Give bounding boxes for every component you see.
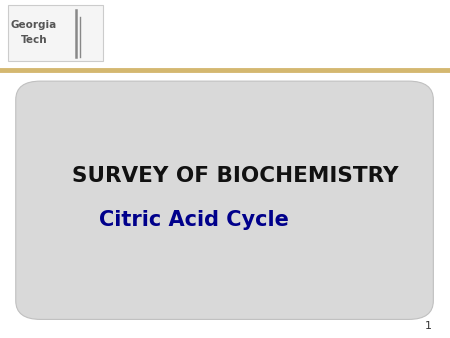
FancyBboxPatch shape	[8, 5, 103, 61]
Text: Georgia: Georgia	[11, 20, 57, 29]
Text: Tech: Tech	[20, 35, 47, 45]
Text: 1: 1	[425, 321, 432, 331]
Text: SURVEY OF BIOCHEMISTRY: SURVEY OF BIOCHEMISTRY	[72, 166, 399, 186]
FancyBboxPatch shape	[16, 81, 433, 319]
Text: Citric Acid Cycle: Citric Acid Cycle	[99, 210, 289, 230]
